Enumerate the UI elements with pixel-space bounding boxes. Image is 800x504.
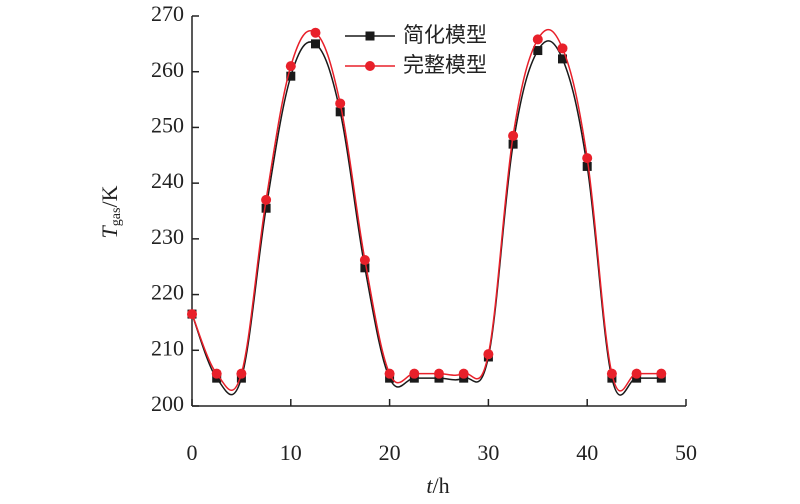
y-tick-label: 240 [151,168,184,193]
marker [261,194,272,205]
legend-label: 简化模型 [403,23,487,47]
marker [285,61,296,72]
marker [384,368,395,379]
y-tick-label: 200 [151,391,184,416]
y-tick-label: 260 [151,57,184,82]
marker [508,130,519,141]
marker [359,255,370,266]
x-label-symbol: t [426,473,433,498]
marker [582,153,593,164]
marker [606,368,617,379]
marker [582,161,592,171]
marker [261,203,271,213]
y-tick-label: 220 [151,280,184,305]
marker [187,309,197,320]
marker [483,349,494,360]
marker [335,98,346,109]
x-tick-label: 30 [477,440,499,465]
y-label-subscript: gas [109,208,124,227]
marker [311,39,320,49]
x-label-unit: /h [433,473,450,498]
x-axis-label: t/h [426,473,449,498]
y-axis-label: Tgas/K [97,185,124,238]
marker [310,27,321,38]
y-tick-label: 250 [151,112,184,137]
y-tick-label: 270 [151,1,184,26]
marker [236,368,247,379]
marker [409,368,420,379]
y-tick-label: 210 [151,335,184,360]
legend-label: 完整模型 [403,53,487,77]
marker [656,368,667,379]
x-tick-label: 0 [187,440,198,465]
marker [335,107,345,117]
marker [532,34,543,45]
marker [286,71,296,81]
marker [434,368,444,379]
x-tick-label: 40 [576,440,598,465]
marker [360,263,370,273]
marker [557,43,568,54]
x-tick-label: 10 [280,440,302,465]
y-label-symbol: T [97,224,122,238]
marker [508,139,518,149]
marker [558,54,567,64]
marker [631,368,642,379]
series-line [191,40,662,396]
x-tick-label: 50 [675,440,697,465]
y-tick-label: 230 [151,224,184,249]
marker [211,368,222,379]
legend-marker [365,61,375,71]
marker [533,46,543,56]
legend-marker [365,31,375,41]
x-tick-label: 20 [379,440,401,465]
marker [458,368,469,379]
y-label-unit: /K [97,185,122,207]
